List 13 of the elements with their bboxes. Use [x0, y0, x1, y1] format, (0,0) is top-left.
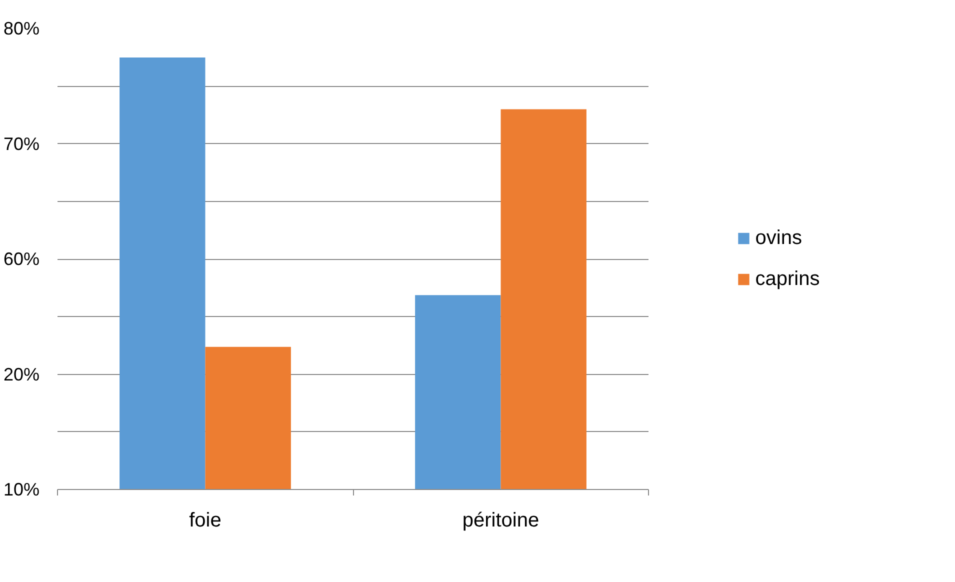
- legend-label: ovins: [755, 226, 802, 250]
- text: 20%: [3, 364, 40, 384]
- text: 80%: [3, 18, 40, 38]
- bar: [120, 57, 206, 490]
- text: 70%: [3, 134, 40, 154]
- x-tick-label: foie: [189, 510, 222, 532]
- bar: [205, 346, 291, 490]
- legend-label: caprins: [755, 268, 820, 290]
- bar: [415, 295, 501, 490]
- text: 60%: [3, 249, 40, 269]
- bar: [500, 109, 586, 490]
- text: 10%: [3, 480, 40, 500]
- x-tick-label: péritoine: [462, 510, 540, 532]
